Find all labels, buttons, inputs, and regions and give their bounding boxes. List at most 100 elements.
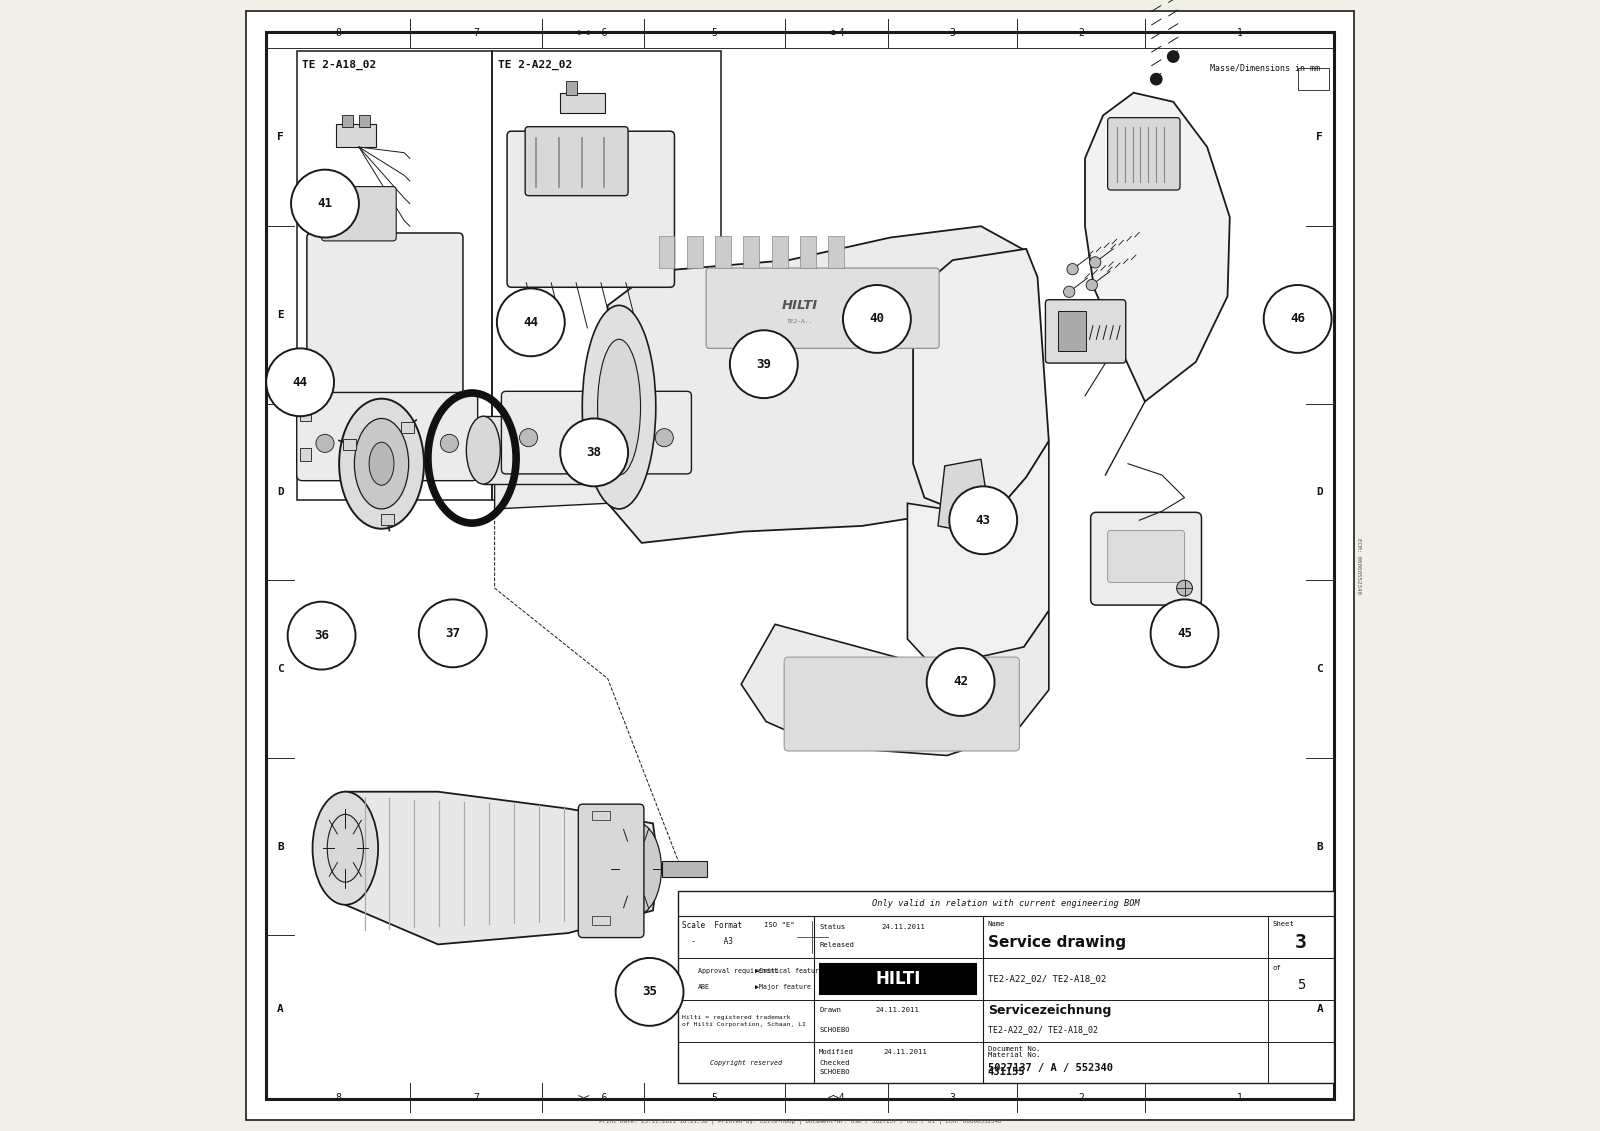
- Bar: [301, 448, 312, 461]
- Bar: [773, 941, 784, 952]
- Ellipse shape: [582, 305, 656, 509]
- Circle shape: [291, 170, 358, 238]
- Text: Sheet: Sheet: [1272, 921, 1294, 926]
- Text: 41: 41: [317, 197, 333, 210]
- Bar: [686, 236, 702, 268]
- Circle shape: [1150, 74, 1162, 85]
- FancyBboxPatch shape: [307, 233, 462, 395]
- FancyBboxPatch shape: [501, 391, 691, 474]
- Bar: [336, 124, 376, 147]
- Polygon shape: [494, 373, 619, 509]
- Text: Print Date: 25.11.2011 16:21:56 | Printed by: Lotte-Hoop | Document-Nr: USD / 50: Print Date: 25.11.2011 16:21:56 | Printe…: [598, 1119, 1002, 1124]
- Text: C: C: [1317, 664, 1323, 674]
- Bar: [566, 81, 578, 95]
- Text: Status: Status: [819, 924, 845, 930]
- Polygon shape: [938, 459, 990, 532]
- Text: 1: 1: [1237, 28, 1242, 38]
- Text: 431155: 431155: [987, 1067, 1026, 1077]
- Circle shape: [560, 418, 629, 486]
- Text: Only valid in relation with current engineering BOM: Only valid in relation with current engi…: [872, 899, 1139, 908]
- Text: E: E: [277, 310, 283, 320]
- Polygon shape: [741, 611, 1050, 756]
- Text: F: F: [277, 132, 283, 141]
- Bar: [662, 861, 707, 877]
- Text: 42: 42: [954, 675, 968, 689]
- Polygon shape: [346, 792, 659, 944]
- Bar: [771, 236, 787, 268]
- Circle shape: [1168, 51, 1179, 62]
- Bar: [744, 236, 760, 268]
- Text: SCHOEBO: SCHOEBO: [819, 1027, 850, 1033]
- Circle shape: [266, 348, 334, 416]
- Text: Name: Name: [987, 921, 1005, 926]
- Text: 38: 38: [587, 446, 602, 459]
- Text: Checked: Checked: [819, 1060, 850, 1065]
- Circle shape: [498, 288, 565, 356]
- Text: 44: 44: [523, 316, 538, 329]
- Circle shape: [419, 599, 486, 667]
- Text: 44: 44: [293, 375, 307, 389]
- Circle shape: [843, 285, 910, 353]
- Bar: [592, 811, 610, 820]
- Text: HILTI: HILTI: [782, 299, 818, 312]
- Circle shape: [1086, 279, 1098, 291]
- Circle shape: [949, 486, 1018, 554]
- Text: Modified: Modified: [819, 1050, 854, 1055]
- Text: of: of: [1272, 966, 1282, 972]
- Bar: [1058, 311, 1086, 351]
- Text: 37: 37: [445, 627, 461, 640]
- FancyBboxPatch shape: [507, 131, 675, 287]
- Circle shape: [1090, 257, 1101, 268]
- Bar: [715, 236, 731, 268]
- Text: 5027137 / A / 552340: 5027137 / A / 552340: [987, 1063, 1112, 1072]
- Circle shape: [520, 429, 538, 447]
- Text: 24.11.2011: 24.11.2011: [882, 924, 925, 930]
- FancyBboxPatch shape: [578, 804, 643, 938]
- Ellipse shape: [370, 442, 394, 485]
- Text: 3: 3: [950, 1093, 955, 1103]
- Polygon shape: [608, 226, 1026, 543]
- Text: B: B: [1317, 841, 1323, 852]
- Text: Service drawing: Service drawing: [987, 934, 1126, 950]
- Text: ABE: ABE: [698, 984, 710, 991]
- Bar: [493, 51, 722, 500]
- Text: 4x: 4x: [922, 312, 938, 326]
- Text: 43: 43: [976, 513, 990, 527]
- Bar: [829, 236, 845, 268]
- Text: 3: 3: [1294, 933, 1307, 952]
- Polygon shape: [907, 441, 1050, 673]
- Text: Scale  Format: Scale Format: [682, 921, 742, 930]
- Bar: [790, 941, 802, 952]
- FancyBboxPatch shape: [1045, 300, 1126, 363]
- Circle shape: [315, 434, 334, 452]
- Ellipse shape: [466, 416, 501, 484]
- Circle shape: [1176, 580, 1192, 596]
- Ellipse shape: [354, 418, 408, 509]
- Text: Material No.: Material No.: [987, 1052, 1040, 1057]
- Bar: [358, 115, 370, 127]
- Text: ▶Critical feature: ▶Critical feature: [755, 967, 822, 974]
- Circle shape: [1064, 286, 1075, 297]
- Text: F: F: [1317, 132, 1323, 141]
- Text: 24.11.2011: 24.11.2011: [875, 1008, 920, 1013]
- Text: SCHOEBO: SCHOEBO: [819, 1069, 850, 1074]
- Ellipse shape: [328, 814, 363, 882]
- Ellipse shape: [312, 792, 378, 905]
- Bar: [800, 236, 816, 268]
- FancyBboxPatch shape: [1091, 512, 1202, 605]
- Circle shape: [1150, 599, 1219, 667]
- Text: 5: 5: [1298, 978, 1306, 992]
- Bar: [821, 964, 976, 994]
- Text: 24.11.2011: 24.11.2011: [883, 1050, 928, 1055]
- Circle shape: [730, 330, 798, 398]
- Bar: [592, 916, 610, 925]
- Text: 40: 40: [869, 312, 885, 326]
- Bar: [301, 407, 312, 421]
- Text: 8: 8: [334, 1093, 341, 1103]
- Text: 2: 2: [1078, 1093, 1083, 1103]
- Text: D: D: [277, 487, 283, 497]
- Text: 5: 5: [712, 1093, 717, 1103]
- Text: HILTI: HILTI: [875, 970, 922, 987]
- Bar: [381, 513, 394, 525]
- Polygon shape: [1085, 93, 1230, 402]
